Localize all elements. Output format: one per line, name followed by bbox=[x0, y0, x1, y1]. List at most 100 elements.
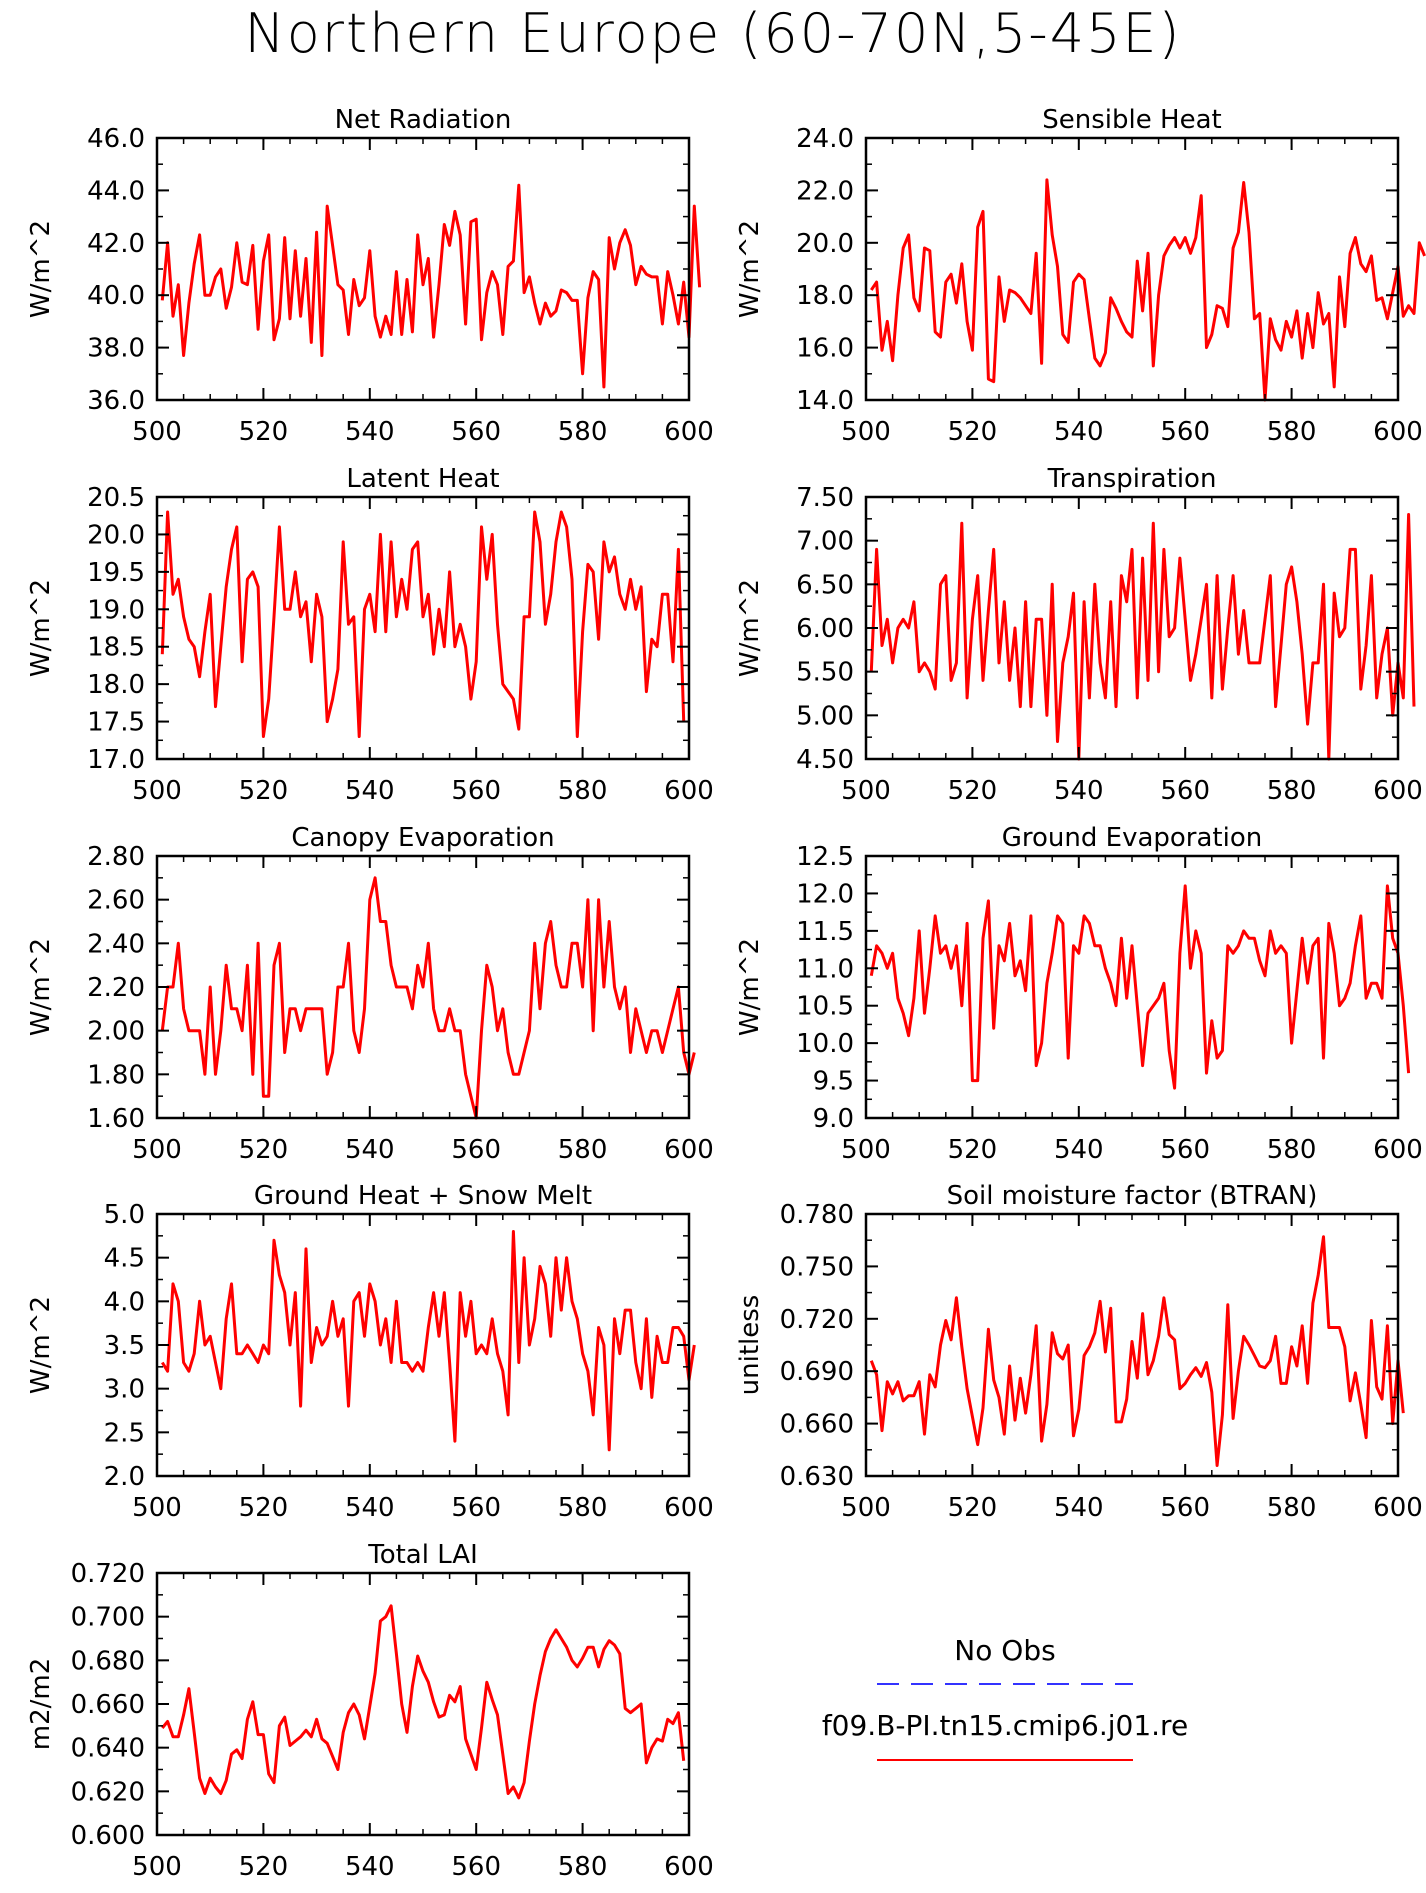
y-tick-label: 7.50 bbox=[796, 483, 854, 513]
y-tick-label: 42.0 bbox=[87, 229, 145, 259]
y-tick-label: 10.5 bbox=[796, 992, 854, 1022]
x-tick-label: 500 bbox=[132, 1493, 182, 1523]
x-tick-label: 600 bbox=[1373, 1135, 1423, 1165]
series-line-1 bbox=[869, 513, 1416, 761]
y-tick-label: 18.5 bbox=[87, 633, 145, 663]
x-tick-label: 500 bbox=[132, 776, 182, 806]
x-tick-label: 500 bbox=[132, 417, 182, 447]
x-tick-label: 580 bbox=[1267, 417, 1317, 447]
x-tick-label: 540 bbox=[345, 1493, 395, 1523]
y-tick-label: 11.5 bbox=[796, 917, 854, 947]
x-tick-label: 520 bbox=[239, 417, 289, 447]
x-tick-label: 540 bbox=[345, 1852, 395, 1882]
y-tick-label: 0.600 bbox=[71, 1821, 145, 1851]
series-line-1 bbox=[160, 510, 686, 738]
legend-entry-model-label: f09.B-PI.tn15.cmip6.j01.re bbox=[822, 1709, 1188, 1742]
x-tick-label: 580 bbox=[558, 417, 608, 447]
y-tick-label: 19.0 bbox=[87, 595, 145, 625]
x-tick-label: 560 bbox=[451, 776, 501, 806]
x-tick-label: 580 bbox=[1267, 1135, 1317, 1165]
y-tick-label: 12.5 bbox=[796, 842, 854, 872]
y-tick-label: 0.750 bbox=[780, 1252, 854, 1282]
y-tick-label: 1.80 bbox=[87, 1060, 145, 1090]
y-tick-label: 2.5 bbox=[104, 1418, 145, 1448]
y-tick-label: 4.0 bbox=[104, 1287, 145, 1317]
y-tick-label: 5.00 bbox=[796, 701, 854, 731]
y-tick-label: 17.5 bbox=[87, 708, 145, 738]
series-line-1 bbox=[869, 1235, 1405, 1467]
y-tick-label: 40.0 bbox=[87, 281, 145, 311]
y-tick-label: 6.00 bbox=[796, 614, 854, 644]
legend: No Obs f09.B-PI.tn15.cmip6.j01.re bbox=[822, 1634, 1188, 1761]
x-tick-label: 540 bbox=[345, 417, 395, 447]
y-tick-label: 6.50 bbox=[796, 570, 854, 600]
panel-title: Canopy Evaporation bbox=[291, 823, 554, 853]
y-tick-label: 5.0 bbox=[104, 1200, 145, 1230]
y-axis-label: m2/m2 bbox=[26, 1658, 56, 1751]
x-tick-label: 520 bbox=[239, 1493, 289, 1523]
series-line-1 bbox=[161, 1604, 686, 1800]
x-tick-label: 520 bbox=[239, 1852, 289, 1882]
y-axis-label: W/m^2 bbox=[26, 220, 56, 318]
x-tick-label: 500 bbox=[841, 1493, 891, 1523]
y-tick-label: 36.0 bbox=[87, 386, 145, 416]
y-tick-label: 4.50 bbox=[796, 745, 854, 775]
legend-entry-obs-label: No Obs bbox=[954, 1634, 1055, 1667]
y-tick-label: 0.680 bbox=[71, 1646, 145, 1676]
chart-panel-2: 500 520 540 560 580 600 14.0 16.0 18.0 20.0 22.0 24… bbox=[735, 105, 1426, 447]
x-tick-label: 560 bbox=[451, 1493, 501, 1523]
x-tick-label: 500 bbox=[841, 776, 891, 806]
x-tick-label: 580 bbox=[558, 1852, 608, 1882]
x-tick-label: 540 bbox=[1054, 776, 1104, 806]
y-tick-label: 0.660 bbox=[71, 1690, 145, 1720]
y-tick-label: 0.630 bbox=[780, 1462, 854, 1492]
x-tick-label: 600 bbox=[664, 1493, 714, 1523]
x-tick-label: 560 bbox=[1160, 1493, 1210, 1523]
y-tick-label: 19.5 bbox=[87, 558, 145, 588]
y-tick-label: 0.620 bbox=[71, 1777, 145, 1807]
y-tick-label: 17.0 bbox=[87, 745, 145, 775]
y-tick-label: 20.0 bbox=[87, 520, 145, 550]
y-tick-label: 0.720 bbox=[780, 1305, 854, 1335]
y-tick-label: 1.60 bbox=[87, 1104, 145, 1134]
y-tick-label: 12.0 bbox=[796, 879, 854, 909]
y-tick-label: 5.50 bbox=[796, 658, 854, 688]
x-tick-label: 540 bbox=[345, 776, 395, 806]
y-tick-label: 2.60 bbox=[87, 886, 145, 916]
chart-panel-5: 500 520 540 560 580 600 1.60 1.80 2.00 2.20 2.40 2.… bbox=[26, 823, 714, 1165]
x-tick-label: 520 bbox=[239, 776, 289, 806]
x-tick-label: 520 bbox=[948, 1135, 998, 1165]
x-tick-label: 600 bbox=[1373, 417, 1423, 447]
series-line-1 bbox=[161, 1230, 696, 1452]
x-tick-label: 600 bbox=[664, 776, 714, 806]
x-tick-label: 580 bbox=[1267, 776, 1317, 806]
x-tick-label: 520 bbox=[239, 1135, 289, 1165]
y-tick-label: 18.0 bbox=[87, 670, 145, 700]
y-axis-label: W/m^2 bbox=[26, 938, 56, 1036]
y-axis-label: W/m^2 bbox=[26, 1296, 56, 1394]
x-tick-label: 500 bbox=[132, 1135, 182, 1165]
series-line-1 bbox=[869, 884, 1411, 1090]
figure-title: Northern Europe (60-70N,5-45E) bbox=[244, 2, 1181, 65]
y-tick-label: 3.0 bbox=[104, 1375, 145, 1405]
y-tick-label: 2.20 bbox=[87, 973, 145, 1003]
y-tick-label: 24.0 bbox=[796, 124, 854, 154]
y-tick-label: 0.780 bbox=[780, 1200, 854, 1230]
panel-title: Transpiration bbox=[1047, 464, 1217, 494]
x-tick-label: 520 bbox=[948, 776, 998, 806]
x-tick-label: 500 bbox=[841, 417, 891, 447]
y-axis-label: W/m^2 bbox=[735, 579, 765, 677]
x-tick-label: 600 bbox=[664, 1135, 714, 1165]
y-tick-label: 0.690 bbox=[780, 1357, 854, 1387]
x-tick-label: 600 bbox=[664, 417, 714, 447]
y-axis-label: W/m^2 bbox=[735, 220, 765, 318]
y-axis-label: unitless bbox=[735, 1295, 765, 1396]
chart-panel-1: 500 520 540 560 580 600 36.0 38.0 40.0 42.0 44.0 46… bbox=[26, 105, 714, 447]
chart-panel-3: 500 520 540 560 580 600 17.0 17.5 18.0 18.5 19.0 19… bbox=[26, 464, 714, 806]
x-tick-label: 560 bbox=[1160, 1135, 1210, 1165]
y-tick-label: 18.0 bbox=[796, 281, 854, 311]
panel-title: Ground Heat + Snow Melt bbox=[254, 1181, 592, 1211]
y-tick-label: 2.00 bbox=[87, 1017, 145, 1047]
y-tick-label: 20.0 bbox=[796, 229, 854, 259]
